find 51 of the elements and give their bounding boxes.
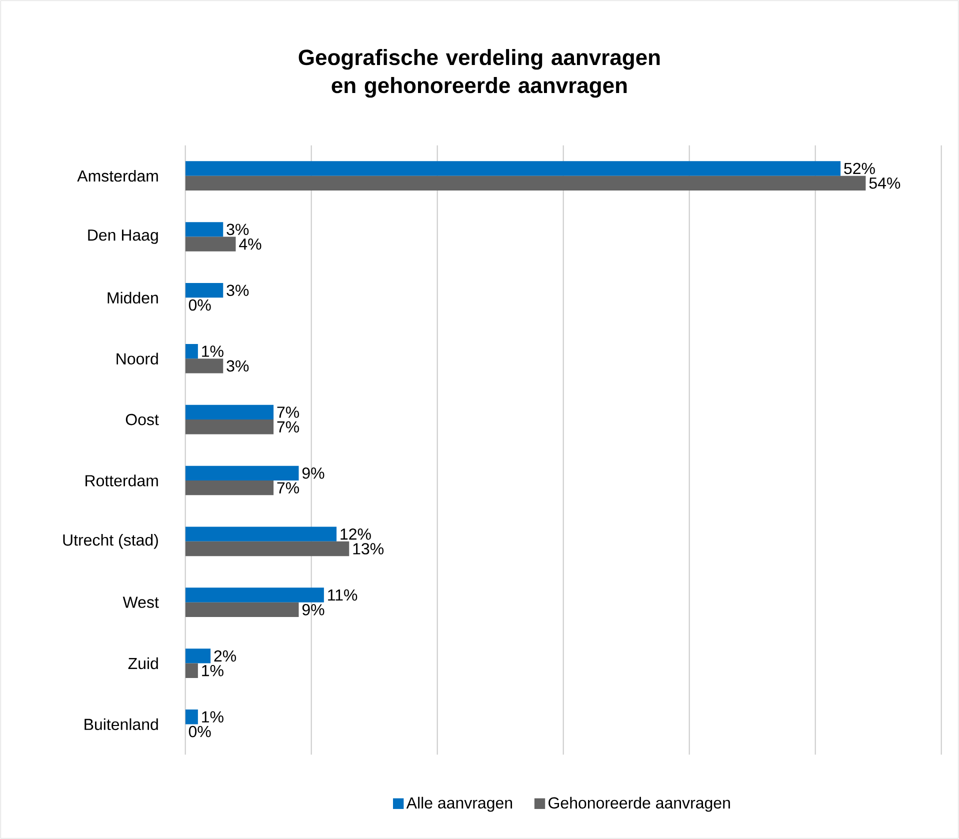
bar [185, 283, 224, 298]
data-label: 52% [844, 162, 875, 174]
y-tick-label: Rotterdam [86, 474, 158, 486]
bar [185, 541, 350, 556]
y-tick-label: West [122, 596, 159, 608]
bar [185, 663, 198, 678]
y-tick-label: Utrecht (stad) [63, 534, 158, 549]
bar [185, 358, 224, 374]
data-label: 7% [277, 406, 300, 418]
data-label: 12% [340, 528, 371, 540]
data-label: 1% [202, 346, 224, 357]
data-label: 2% [214, 650, 236, 662]
data-label: 13% [353, 543, 384, 554]
y-tick-label: Oost [126, 414, 159, 426]
data-label: 3% [226, 360, 249, 372]
y-tick-label: Noord [116, 352, 158, 364]
bar [185, 404, 274, 420]
bar [185, 344, 198, 359]
data-label: 9% [302, 467, 324, 479]
data-label: 54% [869, 178, 900, 189]
bar [185, 161, 841, 176]
data-label: 9% [302, 604, 324, 616]
data-label: 3% [226, 224, 249, 236]
bar [185, 176, 866, 190]
bar [185, 648, 211, 664]
bar [185, 588, 324, 602]
bar [185, 710, 198, 724]
data-label: 0% [188, 299, 211, 311]
y-tick-label: Den Haag [88, 230, 158, 244]
bar [185, 480, 274, 496]
data-label: 0% [188, 726, 211, 738]
bar [185, 222, 224, 237]
bar [185, 526, 337, 542]
bar [185, 466, 299, 480]
bar [185, 236, 236, 252]
y-tick-label: Zuid [128, 657, 158, 670]
data-label: 1% [202, 665, 224, 676]
data-label: 7% [277, 482, 300, 494]
y-tick-label: Midden [108, 292, 158, 304]
legend-label: Gehonoreerde aanvragen [548, 796, 730, 812]
y-tick-label: Amsterdam [77, 170, 158, 182]
data-label: 11% [328, 589, 358, 601]
legend-label: Alle aanvragen [406, 796, 512, 812]
bar [185, 420, 274, 434]
data-label: 3% [226, 284, 249, 296]
data-label: 7% [277, 421, 300, 432]
y-tick-label: Buitenland [84, 718, 158, 730]
chart-title: Geografische verdeling aanvragen en gehonoreerde aanvragen [298, 49, 660, 98]
data-label: 1% [202, 711, 224, 722]
bar [185, 602, 299, 618]
data-label: 4% [239, 238, 262, 250]
